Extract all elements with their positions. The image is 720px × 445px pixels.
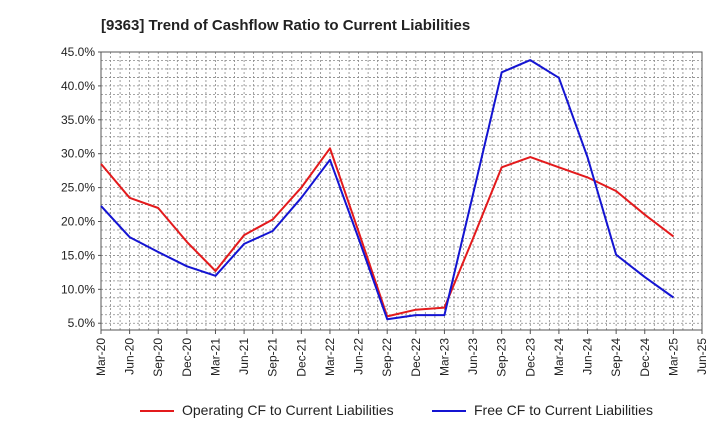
chart-title: [9363] Trend of Cashflow Ratio to Curren…: [101, 17, 470, 34]
x-tick-label: Sep-24: [609, 338, 623, 377]
x-tick-label: Dec-22: [409, 338, 423, 377]
x-tick-label: Dec-24: [638, 338, 652, 377]
y-tick-label: 10.0%: [61, 282, 95, 296]
plot-frame: [100, 51, 703, 331]
x-tick-label: Mar-22: [323, 338, 337, 376]
x-tick-label: Jun-21: [237, 338, 251, 375]
x-tick-label: Jun-22: [352, 338, 366, 375]
x-tick-label: Dec-20: [180, 338, 194, 377]
y-tick-label: 20.0%: [61, 215, 95, 229]
y-tick-label: 15.0%: [61, 248, 95, 262]
x-tick-label: Jun-20: [123, 338, 137, 375]
x-tick-label: Mar-25: [666, 338, 680, 376]
y-tick-label: 35.0%: [61, 113, 95, 127]
x-tick-label: Mar-24: [552, 338, 566, 376]
y-tick-label: 45.0%: [61, 45, 95, 59]
x-tick-label: Mar-23: [437, 338, 451, 376]
x-tick-label: Mar-20: [94, 338, 108, 376]
x-tick-label: Mar-21: [208, 338, 222, 376]
x-tick-label: Sep-20: [151, 338, 165, 377]
x-tick-label: Sep-23: [495, 338, 509, 377]
y-tick-label: 25.0%: [61, 181, 95, 195]
y-tick-label: 5.0%: [68, 316, 96, 330]
x-tick-label: Jun-23: [466, 338, 480, 375]
series-line-free-cf: [100, 59, 674, 321]
x-tick-label: Sep-21: [266, 338, 280, 377]
x-tick-label: Dec-21: [294, 338, 308, 377]
x-tick-label: Jun-24: [581, 338, 595, 375]
legend-label: Free CF to Current Liabilities: [474, 402, 653, 418]
x-tick-label: Dec-23: [523, 338, 537, 377]
y-tick-label: 40.0%: [61, 79, 95, 93]
plot-area: [101, 52, 702, 330]
x-tick-label: Sep-22: [380, 338, 394, 377]
x-tick-label: Jun-25: [695, 338, 709, 375]
y-tick-label: 30.0%: [61, 147, 95, 161]
legend-label: Operating CF to Current Liabilities: [182, 402, 394, 418]
